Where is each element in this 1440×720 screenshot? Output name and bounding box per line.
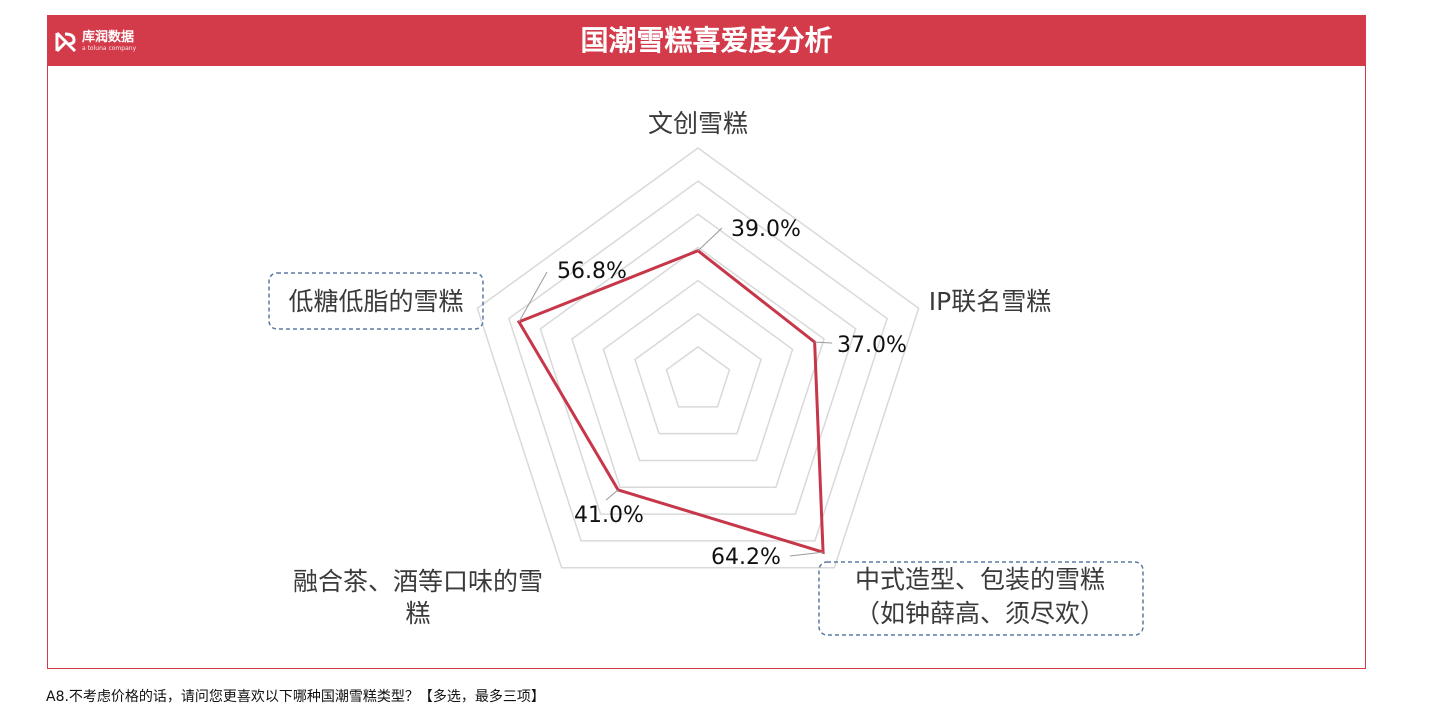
data-label-leader — [605, 489, 619, 501]
axis-highlight-box — [818, 561, 1144, 636]
data-label: 39.0% — [731, 217, 801, 242]
axis-label: （如钟薛高、须尽欢） — [855, 599, 1105, 628]
chart-frame: 库润数据 a toluna company 国潮雪糕喜爱度分析 — [47, 15, 1366, 669]
data-label: 37.0% — [837, 333, 907, 358]
axis-label: 融合茶、酒等口味的雪 — [293, 567, 543, 596]
brand-tagline: a toluna company — [82, 45, 137, 52]
axis-label: 中式造型、包装的雪糕 — [855, 565, 1105, 594]
axis-label: 文创雪糕 — [648, 109, 748, 138]
brand-name: 库润数据 — [82, 30, 135, 45]
data-label-leader — [814, 341, 833, 344]
axis-label: 低糖低脂的雪糕 — [288, 287, 463, 316]
axis-label: 糕 — [405, 599, 430, 628]
title-bar: 库润数据 a toluna company 国潮雪糕喜爱度分析 — [48, 16, 1365, 66]
radar-grid-ring — [507, 180, 889, 542]
radar-grid-ring — [476, 147, 920, 569]
data-label-leader — [697, 227, 723, 252]
radar-grid-ring — [634, 312, 762, 435]
data-label: 64.2% — [711, 545, 781, 570]
brand-logo: 库润数据 a toluna company — [54, 28, 136, 56]
radar-grid-ring — [602, 279, 794, 462]
data-label-leader — [789, 551, 824, 557]
radar-grid-ring — [665, 345, 731, 408]
series-line — [516, 249, 825, 555]
question-footnote: A8.不考虑价格的话，请问您更喜欢以下哪种国潮雪糕类型？【多选，最多三项】 — [46, 689, 545, 705]
data-label-leader — [518, 271, 548, 323]
axis-label: IP联名雪糕 — [929, 287, 1051, 316]
radar-grid-ring — [571, 246, 825, 489]
logo-icon — [55, 31, 77, 53]
data-label: 56.8% — [557, 259, 627, 284]
data-label: 41.0% — [574, 503, 644, 528]
chart-title: 国潮雪糕喜爱度分析 — [580, 24, 833, 57]
axis-highlight-box — [268, 272, 484, 330]
